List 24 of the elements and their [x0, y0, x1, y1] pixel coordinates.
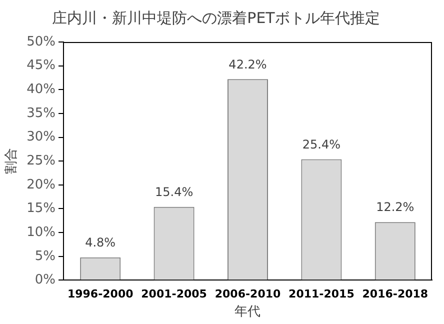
- y-tick-label: 45%: [26, 58, 56, 74]
- y-tick-label: 35%: [26, 106, 56, 121]
- data-label: 42.2%: [228, 57, 267, 72]
- y-tick-label: 10%: [26, 224, 56, 240]
- x-tick-label: 2011-2015: [288, 288, 354, 301]
- y-tick-label: 30%: [26, 130, 56, 145]
- y-tick-label: 40%: [26, 82, 56, 98]
- y-tick-label: 50%: [26, 34, 56, 50]
- chart-title: 庄内川・新川中堤防への漂着PETボトル年代推定: [52, 8, 380, 27]
- data-label: 15.4%: [154, 184, 194, 199]
- y-tick-label: 15%: [26, 201, 56, 216]
- x-tick-label: 2006-2010: [214, 288, 281, 301]
- y-axis-title: 割合: [4, 148, 20, 174]
- x-tick-label: 2001-2005: [141, 288, 207, 301]
- y-tick-label: 5%: [34, 248, 56, 264]
- data-label: 12.2%: [376, 200, 414, 214]
- x-tick-label: 1996-2000: [67, 288, 134, 301]
- data-label: 4.8%: [85, 235, 116, 250]
- y-tick-label: 0%: [34, 272, 56, 288]
- y-tick-label: 20%: [26, 177, 56, 192]
- x-tick-label: 2016-2018: [362, 288, 428, 301]
- y-tick-label: 25%: [26, 153, 56, 168]
- x-axis-title: 年代: [234, 304, 261, 320]
- data-label: 25.4%: [302, 137, 341, 152]
